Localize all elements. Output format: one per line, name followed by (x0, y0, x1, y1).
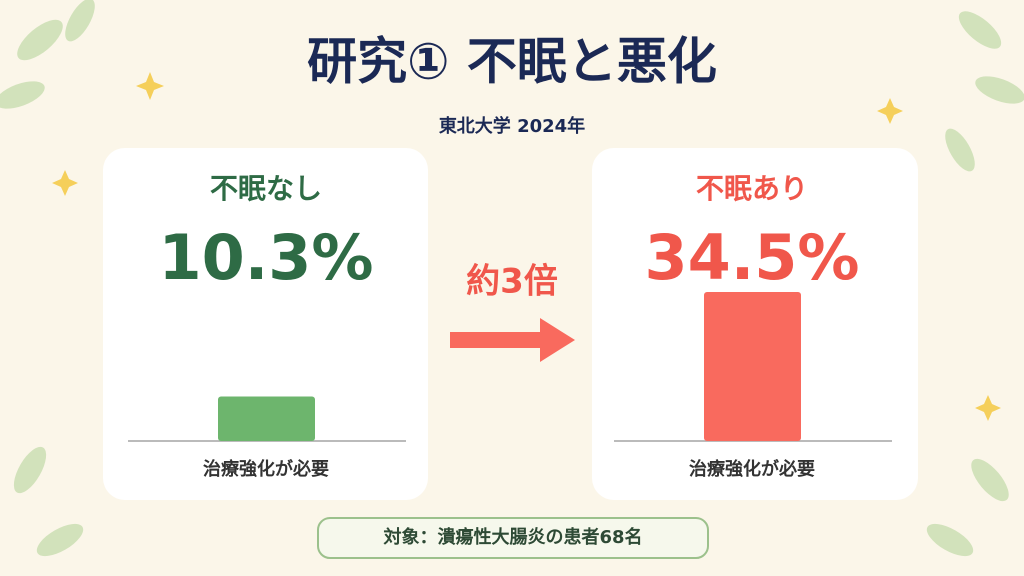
bar (218, 396, 315, 441)
value-label: 34.5% (644, 221, 859, 294)
value-label: 10.3% (158, 221, 373, 294)
note: 治療強化が必要 (689, 458, 815, 480)
leaf-decoration (0, 0, 1024, 557)
category-label: 不眠あり (696, 172, 808, 205)
title: 研究① 不眠と悪化 (307, 33, 717, 91)
category-label: 不眠なし (210, 172, 322, 205)
note: 治療強化が必要 (203, 458, 329, 480)
annotation: 約3倍 (466, 262, 558, 302)
arrow (450, 318, 575, 362)
footer: 対象：潰瘍性大腸炎の患者68名 (382, 526, 642, 548)
subtitle: 東北大学 2024年 (439, 115, 585, 137)
bar (704, 292, 801, 441)
card (103, 148, 428, 500)
footer-box (317, 517, 709, 559)
